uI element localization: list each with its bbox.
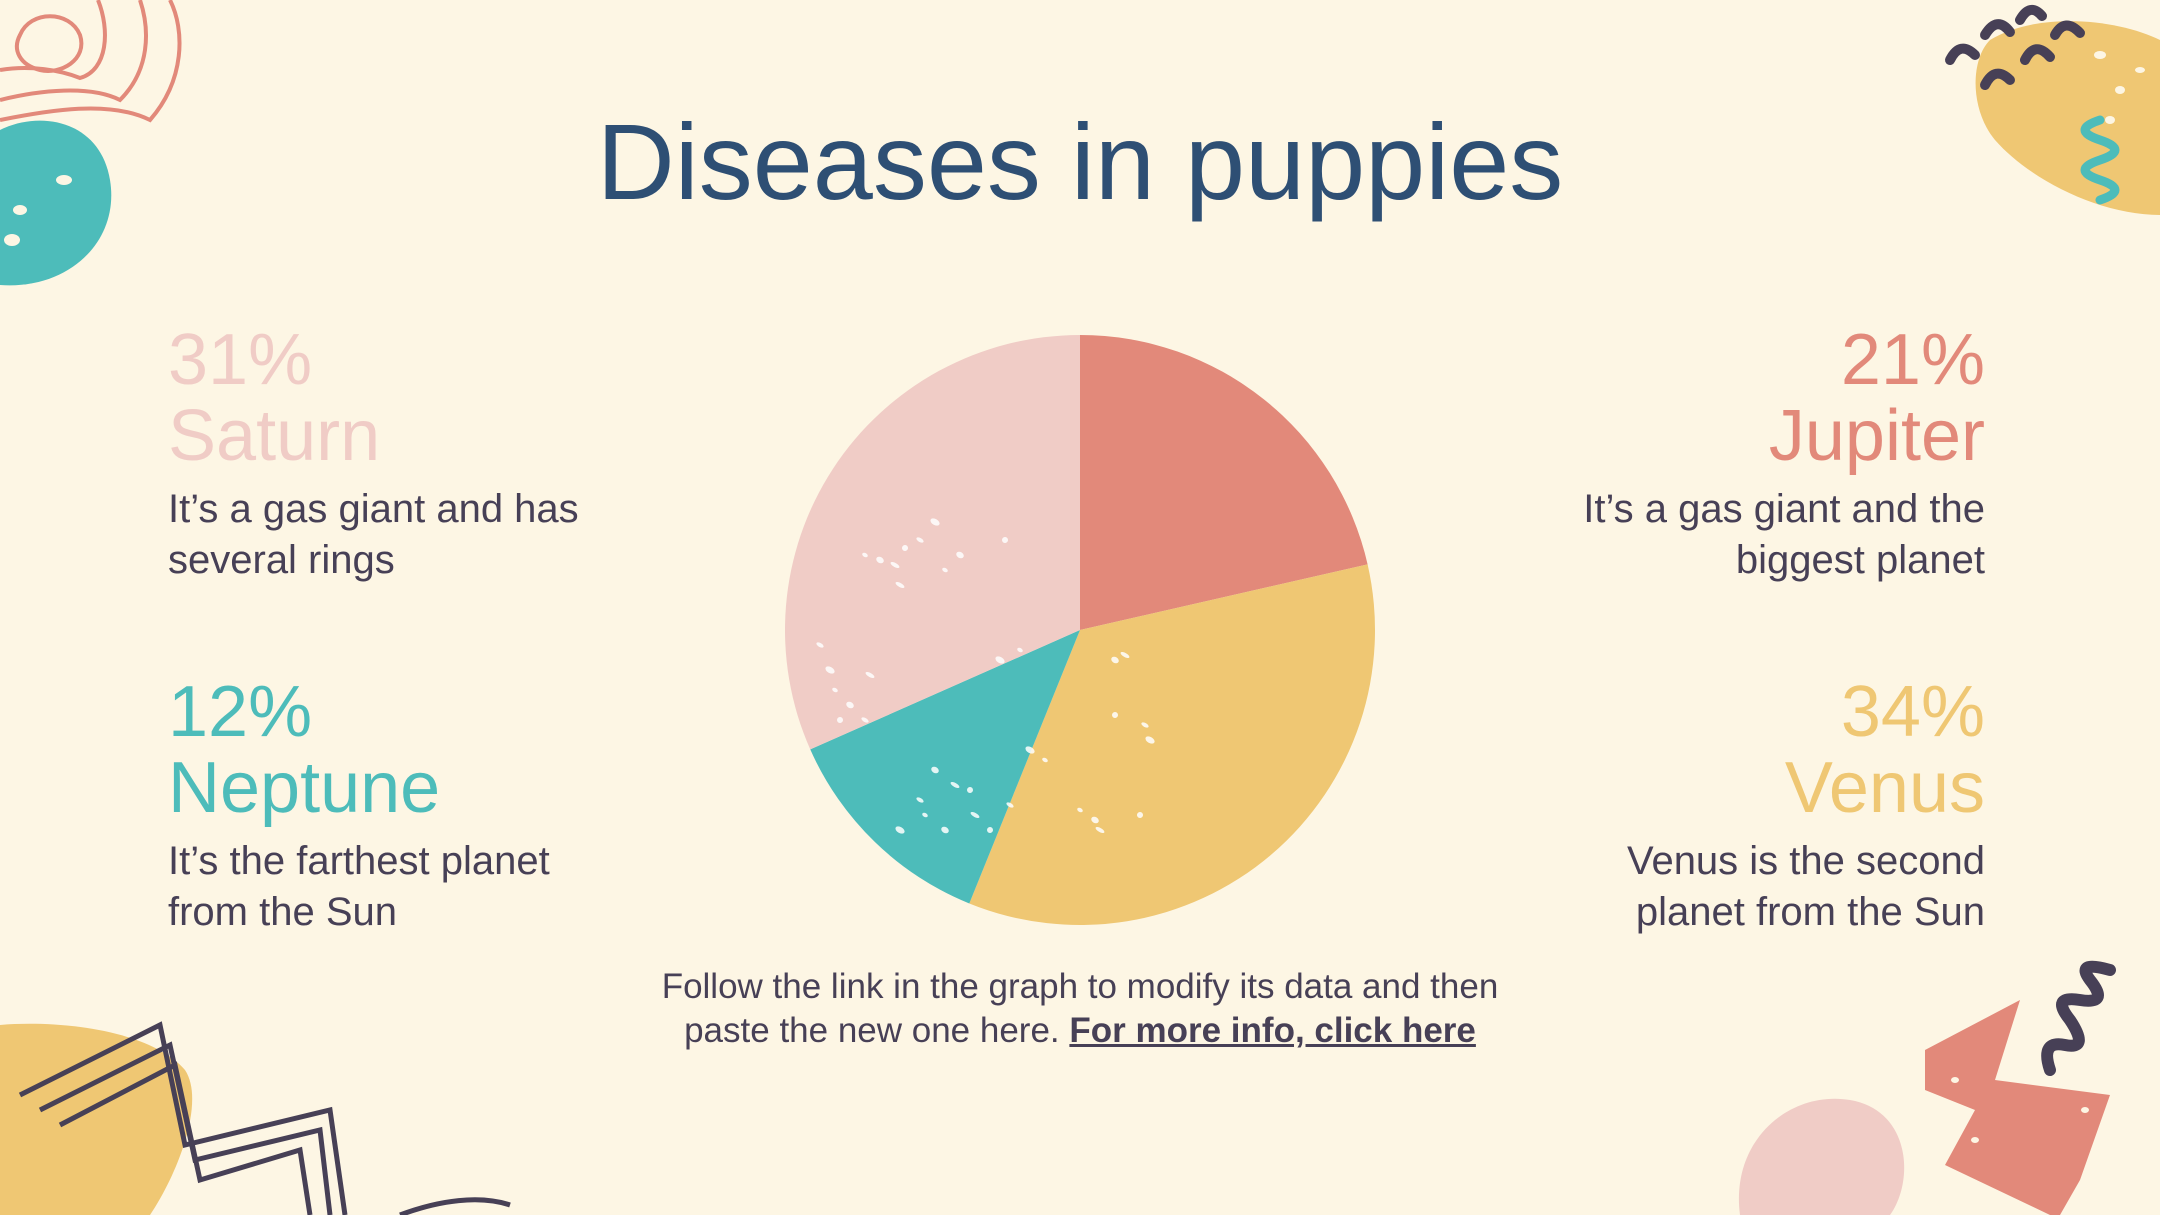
neptune-label: Neptune: [168, 748, 441, 828]
saturn-description: It’s a gas giant and has several rings: [168, 484, 688, 586]
speckle: [1137, 812, 1143, 818]
stat-saturn: 31% Saturn It’s a gas giant and has seve…: [168, 322, 688, 586]
jupiter-percent: 21%: [1840, 320, 1985, 400]
saturn-desc-line2: several rings: [168, 538, 395, 582]
speckle: [861, 717, 869, 723]
speckle: [941, 826, 949, 834]
venus-desc-line2: planet from the Sun: [1635, 890, 1985, 934]
pie-slice-neptune[interactable]: [810, 630, 1080, 904]
speckle: [1111, 656, 1119, 664]
speckle: [1112, 712, 1118, 718]
speckle: [837, 717, 843, 723]
jupiter-desc-line2: biggest planet: [1735, 538, 1985, 582]
speckle: [865, 671, 875, 679]
saturn-percent: 31%: [168, 320, 313, 400]
speckle: [916, 797, 924, 803]
speckle: [1120, 651, 1130, 659]
speckle: [1002, 537, 1008, 543]
speckle: [1017, 647, 1023, 653]
speckle: [970, 811, 980, 819]
page-title: Diseases in puppies: [596, 101, 1564, 222]
speckle: [1095, 826, 1105, 834]
speckle: [916, 537, 924, 543]
jupiter-description: It’s a gas giant and the biggest planet: [1465, 484, 1985, 586]
speckle: [1025, 746, 1035, 754]
venus-desc-line1: Venus is the second: [1626, 839, 1985, 883]
jupiter-label: Jupiter: [1768, 396, 1985, 476]
footer-line2: paste the new one here.: [684, 1011, 1060, 1050]
speckle: [942, 567, 948, 573]
speckle: [1145, 736, 1155, 744]
speckle: [816, 642, 824, 648]
neptune-description: It’s the farthest planet from the Sun: [168, 836, 688, 938]
speckle: [902, 545, 908, 551]
pie-slices: [785, 335, 1375, 925]
speckle: [832, 687, 838, 693]
stat-neptune: 12% Neptune It’s the farthest planet fro…: [168, 674, 688, 938]
venus-label: Venus: [1784, 748, 1985, 828]
speckle: [1042, 757, 1048, 763]
speckle: [825, 666, 835, 674]
speckle: [1141, 722, 1149, 728]
speckle: [995, 656, 1005, 664]
speckle: [987, 827, 993, 833]
speckle: [1077, 807, 1083, 813]
speckle: [950, 781, 960, 789]
pie-speckles: [816, 518, 1155, 834]
speckle: [876, 556, 884, 564]
pie-slice-jupiter[interactable]: [1080, 335, 1368, 630]
speckle: [890, 561, 900, 569]
neptune-percent: 12%: [168, 672, 313, 752]
neptune-desc-line1: It’s the farthest planet: [168, 839, 550, 883]
footer-line1: Follow the link in the graph to modify i…: [661, 967, 1499, 1006]
neptune-desc-line2: from the Sun: [168, 890, 398, 934]
speckle: [895, 826, 905, 834]
venus-percent: 34%: [1840, 672, 1985, 752]
footer-note: Follow the link in the graph to modify i…: [580, 965, 1580, 1053]
saturn-desc-line1: It’s a gas giant and has: [168, 487, 579, 531]
speckle: [846, 701, 854, 709]
speckle: [967, 787, 973, 793]
speckle: [956, 551, 964, 559]
speckle: [931, 766, 939, 774]
speckle: [862, 552, 868, 558]
stat-venus: 34% Venus Venus is the second planet fro…: [1465, 674, 1985, 938]
venus-description: Venus is the second planet from the Sun: [1465, 836, 1985, 938]
speckle: [895, 581, 905, 589]
saturn-label: Saturn: [168, 396, 381, 476]
speckle: [922, 812, 928, 818]
more-info-link[interactable]: For more info, click here: [1069, 1011, 1476, 1050]
jupiter-desc-line1: It’s a gas giant and the: [1583, 487, 1985, 531]
stat-jupiter: 21% Jupiter It’s a gas giant and the big…: [1465, 322, 1985, 586]
pie-slice-venus[interactable]: [969, 564, 1375, 925]
speckle: [1091, 816, 1099, 824]
pie-slice-saturn[interactable]: [785, 335, 1080, 750]
speckle: [930, 518, 940, 526]
speckle: [1006, 802, 1014, 808]
